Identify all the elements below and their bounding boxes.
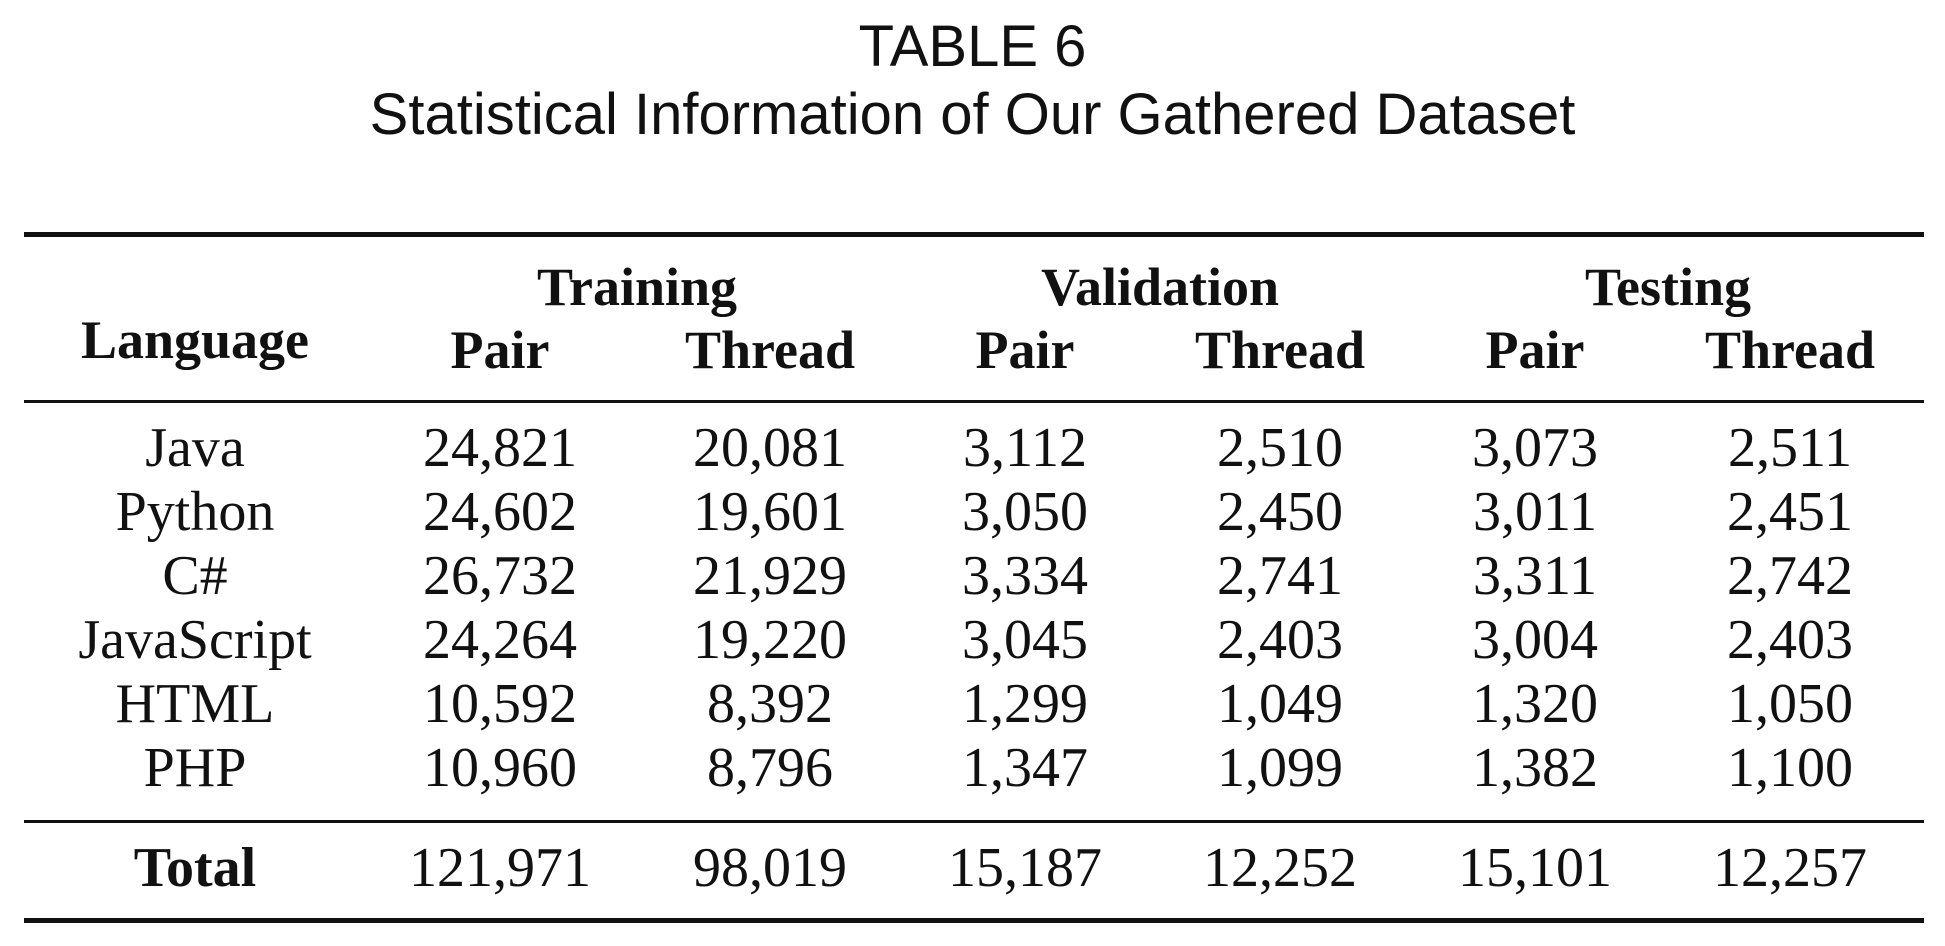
- value-cell: 19,220: [693, 609, 847, 671]
- value-cell: 1,382: [1472, 737, 1598, 799]
- total-cell: 15,101: [1458, 837, 1612, 899]
- table-title: Statistical Information of Our Gathered …: [369, 82, 1576, 147]
- value-cell: 10,960: [423, 737, 577, 799]
- language-cell: PHP: [143, 737, 247, 799]
- value-cell: 1,320: [1472, 673, 1598, 735]
- value-cell: 3,004: [1472, 609, 1598, 671]
- subheader: Thread: [1194, 320, 1366, 380]
- value-cell: 2,741: [1217, 545, 1343, 607]
- value-cell: 3,334: [962, 545, 1088, 607]
- value-cell: 2,450: [1217, 481, 1343, 543]
- subheader: Pair: [975, 320, 1075, 380]
- value-cell: 2,403: [1217, 609, 1343, 671]
- language-cell: Python: [115, 481, 275, 543]
- value-cell: 10,592: [423, 673, 577, 735]
- value-cell: 26,732: [423, 545, 577, 607]
- value-cell: 2,742: [1727, 545, 1853, 607]
- value-cell: 3,311: [1473, 545, 1597, 607]
- value-cell: 19,601: [693, 481, 847, 543]
- value-cell: 8,796: [707, 737, 833, 799]
- total-cell: 15,187: [948, 837, 1102, 899]
- value-cell: 8,392: [707, 673, 833, 735]
- language-header: Language: [80, 310, 310, 370]
- total-cell: 12,257: [1713, 837, 1867, 899]
- value-cell: 2,403: [1727, 609, 1853, 671]
- value-cell: 2,510: [1217, 417, 1343, 479]
- value-cell: 1,347: [962, 737, 1088, 799]
- value-cell: 3,112: [963, 417, 1087, 479]
- value-cell: 24,821: [423, 417, 577, 479]
- value-cell: 1,099: [1217, 737, 1343, 799]
- value-cell: 1,050: [1727, 673, 1853, 735]
- value-cell: 1,100: [1727, 737, 1853, 799]
- group-header: Validation: [1040, 257, 1280, 317]
- value-cell: 24,264: [423, 609, 577, 671]
- subheader: Thread: [684, 320, 856, 380]
- table-label: TABLE 6: [858, 14, 1087, 79]
- value-cell: 3,011: [1473, 481, 1597, 543]
- total-label: Total: [133, 837, 257, 899]
- subheader: Pair: [450, 320, 550, 380]
- value-cell: 1,049: [1217, 673, 1343, 735]
- value-cell: 3,050: [962, 481, 1088, 543]
- value-cell: 24,602: [423, 481, 577, 543]
- value-cell: 2,451: [1727, 481, 1853, 543]
- total-rule: [24, 820, 1924, 823]
- group-header: Training: [536, 257, 738, 317]
- language-cell: C#: [162, 545, 228, 607]
- subheader: Thread: [1704, 320, 1876, 380]
- language-cell: Java: [145, 417, 245, 479]
- value-cell: 2,511: [1728, 417, 1852, 479]
- subheader: Pair: [1485, 320, 1585, 380]
- value-cell: 21,929: [693, 545, 847, 607]
- bottom-rule: [24, 918, 1924, 923]
- value-cell: 3,073: [1472, 417, 1598, 479]
- header-rule: [24, 400, 1924, 403]
- language-cell: HTML: [115, 673, 275, 735]
- group-header: Testing: [1584, 257, 1752, 317]
- total-cell: 98,019: [693, 837, 847, 899]
- value-cell: 20,081: [693, 417, 847, 479]
- language-cell: JavaScript: [78, 609, 312, 671]
- value-cell: 1,299: [962, 673, 1088, 735]
- total-cell: 12,252: [1203, 837, 1357, 899]
- value-cell: 3,045: [962, 609, 1088, 671]
- top-rule: [24, 232, 1924, 237]
- total-cell: 121,971: [409, 837, 591, 899]
